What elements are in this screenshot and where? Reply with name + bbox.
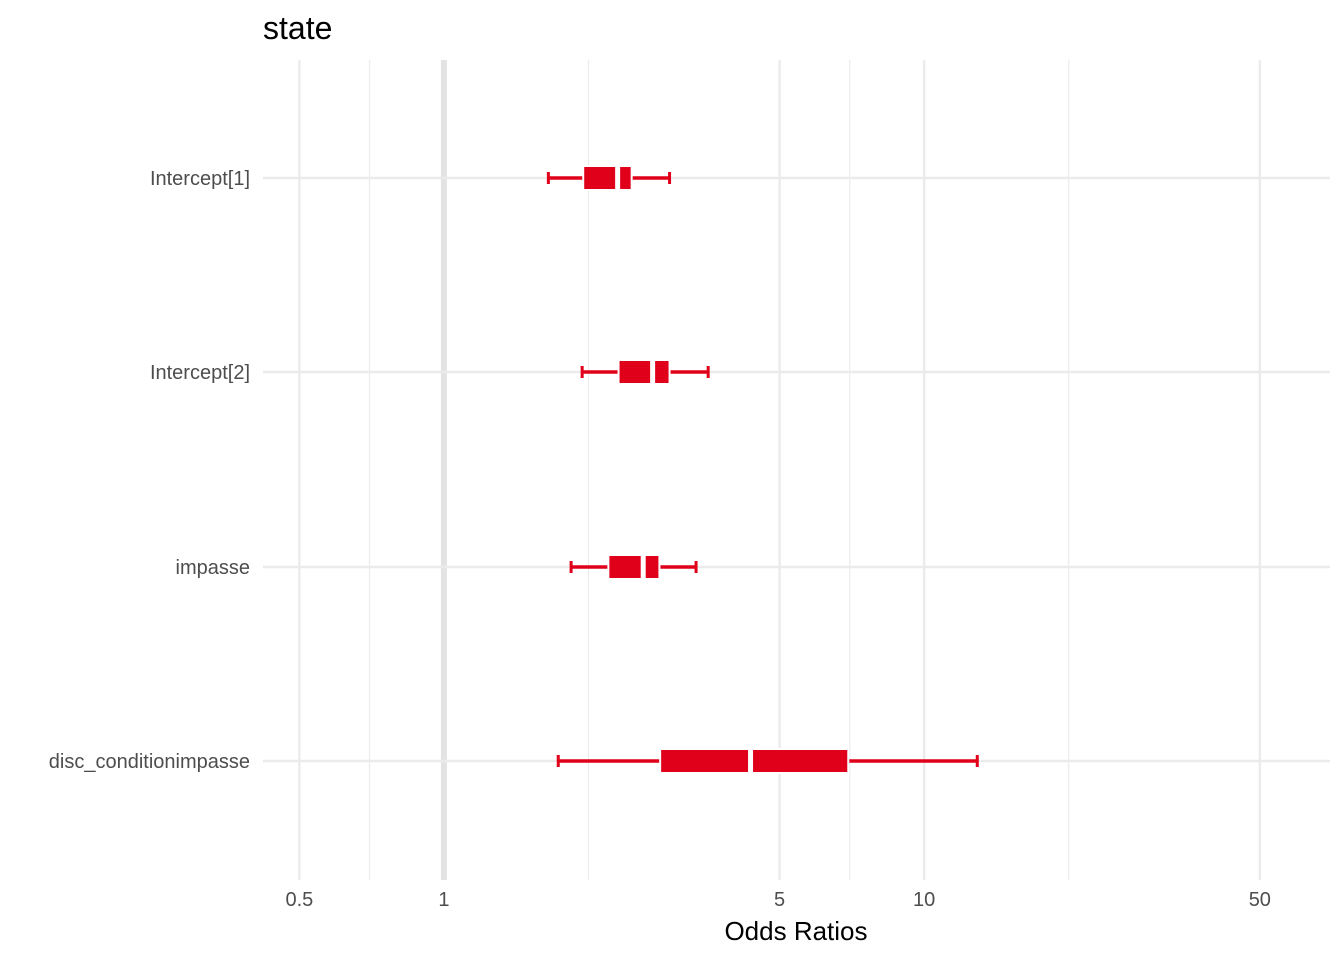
x-tick-label: 1 <box>438 889 449 911</box>
x-tick-label: 5 <box>774 889 785 911</box>
inner-interval-box <box>659 748 850 774</box>
y-tick-label: Intercept[1] <box>150 168 250 190</box>
x-tick-label: 10 <box>913 889 935 911</box>
interval-marks <box>546 165 979 774</box>
x-tick-label: 0.5 <box>285 889 313 911</box>
y-tick-labels: Intercept[1] Intercept[2] impasse disc_cond… <box>49 168 250 773</box>
interval-mark <box>546 165 672 191</box>
interval-mark <box>556 748 979 774</box>
y-tick-label: Intercept[2] <box>150 362 250 384</box>
chart-title: state <box>263 10 332 46</box>
y-tick-label: disc_conditionimpasse <box>49 751 250 773</box>
interval-mark <box>580 359 710 385</box>
x-axis-title: Odds Ratios <box>724 916 867 946</box>
x-tick-label: 50 <box>1249 889 1271 911</box>
x-tick-labels: 0.5 1 5 10 50 <box>285 889 1270 911</box>
inner-interval-box <box>607 554 661 580</box>
interval-mark <box>569 554 698 580</box>
y-tick-label: impasse <box>176 557 250 579</box>
inner-interval-box <box>582 165 633 191</box>
inner-interval-box <box>617 359 671 385</box>
